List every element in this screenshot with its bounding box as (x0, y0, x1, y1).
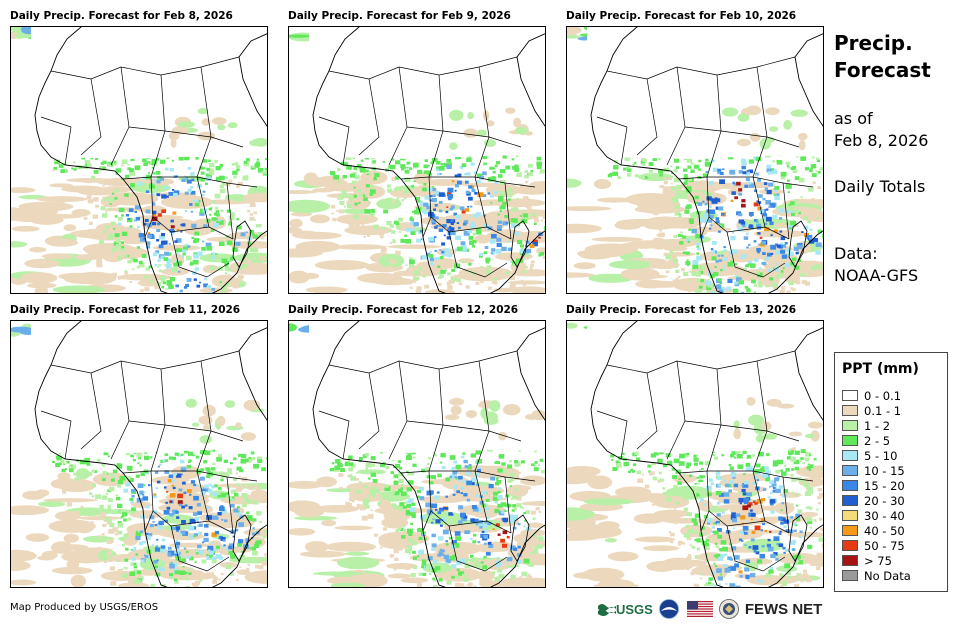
title-line-1: Precip. (834, 31, 913, 55)
fews-net-logo: FEWS NET (744, 600, 823, 618)
legend-label: 50 - 75 (864, 538, 905, 553)
legend-label: 30 - 40 (864, 508, 905, 523)
legend-item: 0 - 0.1 (842, 388, 911, 403)
logos: USGS FEWS NET (598, 598, 822, 620)
africa-precip-map (289, 321, 545, 587)
legend-item: 5 - 10 (842, 448, 911, 463)
legend-swatch (842, 510, 858, 521)
panel-title: Daily Precip. Forecast for Feb 8, 2026 (10, 10, 233, 22)
legend-label: 1 - 2 (864, 418, 891, 433)
legend-item: No Data (842, 568, 911, 583)
precip-map (288, 26, 546, 294)
legend-label: > 75 (864, 553, 892, 568)
legend-swatch (842, 465, 858, 476)
legend-swatch (842, 435, 858, 446)
legend-item: 30 - 40 (842, 508, 911, 523)
asof-label: as of (834, 109, 873, 128)
legend-swatch (842, 495, 858, 506)
legend-swatch (842, 420, 858, 431)
usgs-text: USGS (616, 601, 653, 617)
title-line-2: Forecast (834, 58, 931, 82)
noaa-logo-icon (658, 599, 679, 619)
asof-block: as of Feb 8, 2026 (834, 108, 928, 152)
forecast-title: Precip. Forecast (834, 30, 931, 84)
legend-swatch (842, 390, 858, 401)
legend-item: 2 - 5 (842, 433, 911, 448)
legend-swatch (842, 480, 858, 491)
precip-map (566, 320, 824, 588)
precip-map (566, 26, 824, 294)
africa-precip-map (289, 27, 545, 293)
usgs-wave-icon (598, 604, 616, 616)
legend-label: 40 - 50 (864, 523, 905, 538)
africa-precip-map (11, 27, 267, 293)
legend-swatch (842, 405, 858, 416)
panel-title: Daily Precip. Forecast for Feb 10, 2026 (566, 10, 797, 22)
legend-item: 1 - 2 (842, 418, 911, 433)
legend-item: 15 - 20 (842, 478, 911, 493)
legend-item: 50 - 75 (842, 538, 911, 553)
panel-title: Daily Precip. Forecast for Feb 9, 2026 (288, 10, 511, 22)
legend-title: PPT (mm) (842, 361, 919, 377)
us-flag-icon (686, 601, 713, 617)
precip-map (288, 320, 546, 588)
legend-item: 20 - 30 (842, 493, 911, 508)
legend-label: No Data (864, 568, 911, 583)
data-source: NOAA-GFS (834, 266, 919, 285)
precip-map (10, 26, 268, 294)
panel-title: Daily Precip. Forecast for Feb 12, 2026 (288, 304, 519, 316)
legend-item: > 75 (842, 553, 911, 568)
legend-label: 20 - 30 (864, 493, 905, 508)
legend-label: 15 - 20 (864, 478, 905, 493)
usaid-seal-icon (718, 599, 739, 619)
credit-text: Map Produced by USGS/EROS (10, 602, 159, 613)
panel-title: Daily Precip. Forecast for Feb 11, 2026 (10, 304, 241, 316)
legend-label: 2 - 5 (864, 433, 891, 448)
panel-title: Daily Precip. Forecast for Feb 13, 2026 (566, 304, 797, 316)
legend-swatch (842, 570, 858, 581)
legend-label: 5 - 10 (864, 448, 898, 463)
africa-precip-map (567, 321, 823, 587)
africa-precip-map (567, 27, 823, 293)
legend-item: 10 - 15 (842, 463, 911, 478)
data-source-block: Data: NOAA-GFS (834, 243, 918, 287)
legend-item: 40 - 50 (842, 523, 911, 538)
legend-swatch (842, 525, 858, 536)
legend-swatch (842, 540, 858, 551)
legend-label: 10 - 15 (864, 463, 905, 478)
data-label: Data: (834, 244, 878, 263)
legend-label: 0 - 0.1 (864, 388, 902, 403)
legend-swatch (842, 555, 858, 566)
legend-swatch (842, 450, 858, 461)
daily-totals-label: Daily Totals (834, 177, 926, 196)
asof-date: Feb 8, 2026 (834, 131, 929, 150)
legend-label: 0.1 - 1 (864, 403, 902, 418)
usgs-logo: USGS (598, 602, 653, 617)
legend-item: 0.1 - 1 (842, 403, 911, 418)
precip-map (10, 320, 268, 588)
africa-precip-map (11, 321, 267, 587)
